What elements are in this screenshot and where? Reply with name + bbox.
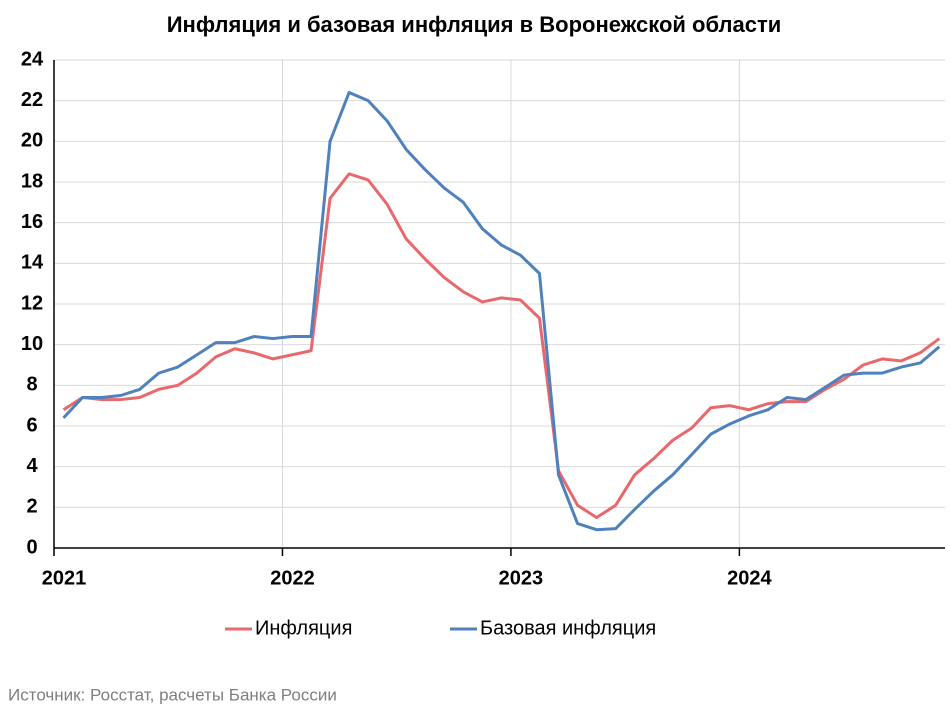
- y-tick-label: 18: [21, 170, 43, 192]
- y-tick-label: 12: [21, 292, 43, 314]
- y-tick-label: 22: [21, 89, 43, 111]
- y-tick-label: 16: [21, 211, 43, 233]
- x-tick-label: 2022: [270, 567, 315, 589]
- y-tick-label: 2: [26, 496, 37, 518]
- y-tick-label: 6: [26, 414, 37, 436]
- legend-label: Базовая инфляция: [480, 617, 656, 639]
- y-tick-label: 14: [21, 252, 44, 274]
- y-tick-label: 4: [26, 455, 38, 477]
- x-tick-label: 2023: [499, 567, 544, 589]
- source-note: Источник: Росстат, расчеты Банка России: [8, 685, 337, 704]
- y-tick-label: 10: [21, 333, 43, 355]
- series-line: [62, 91, 941, 532]
- y-tick-label: 0: [26, 536, 37, 558]
- y-tick-label: 8: [26, 374, 37, 396]
- y-tick-label: 24: [21, 48, 44, 70]
- x-tick-label: 2021: [42, 567, 87, 589]
- y-tick-label: 20: [21, 130, 43, 152]
- legend-label: Инфляция: [255, 617, 352, 639]
- series-line: [62, 172, 941, 519]
- chart-title: Инфляция и базовая инфляция в Воронежско…: [167, 12, 782, 37]
- x-tick-label: 2024: [727, 567, 772, 589]
